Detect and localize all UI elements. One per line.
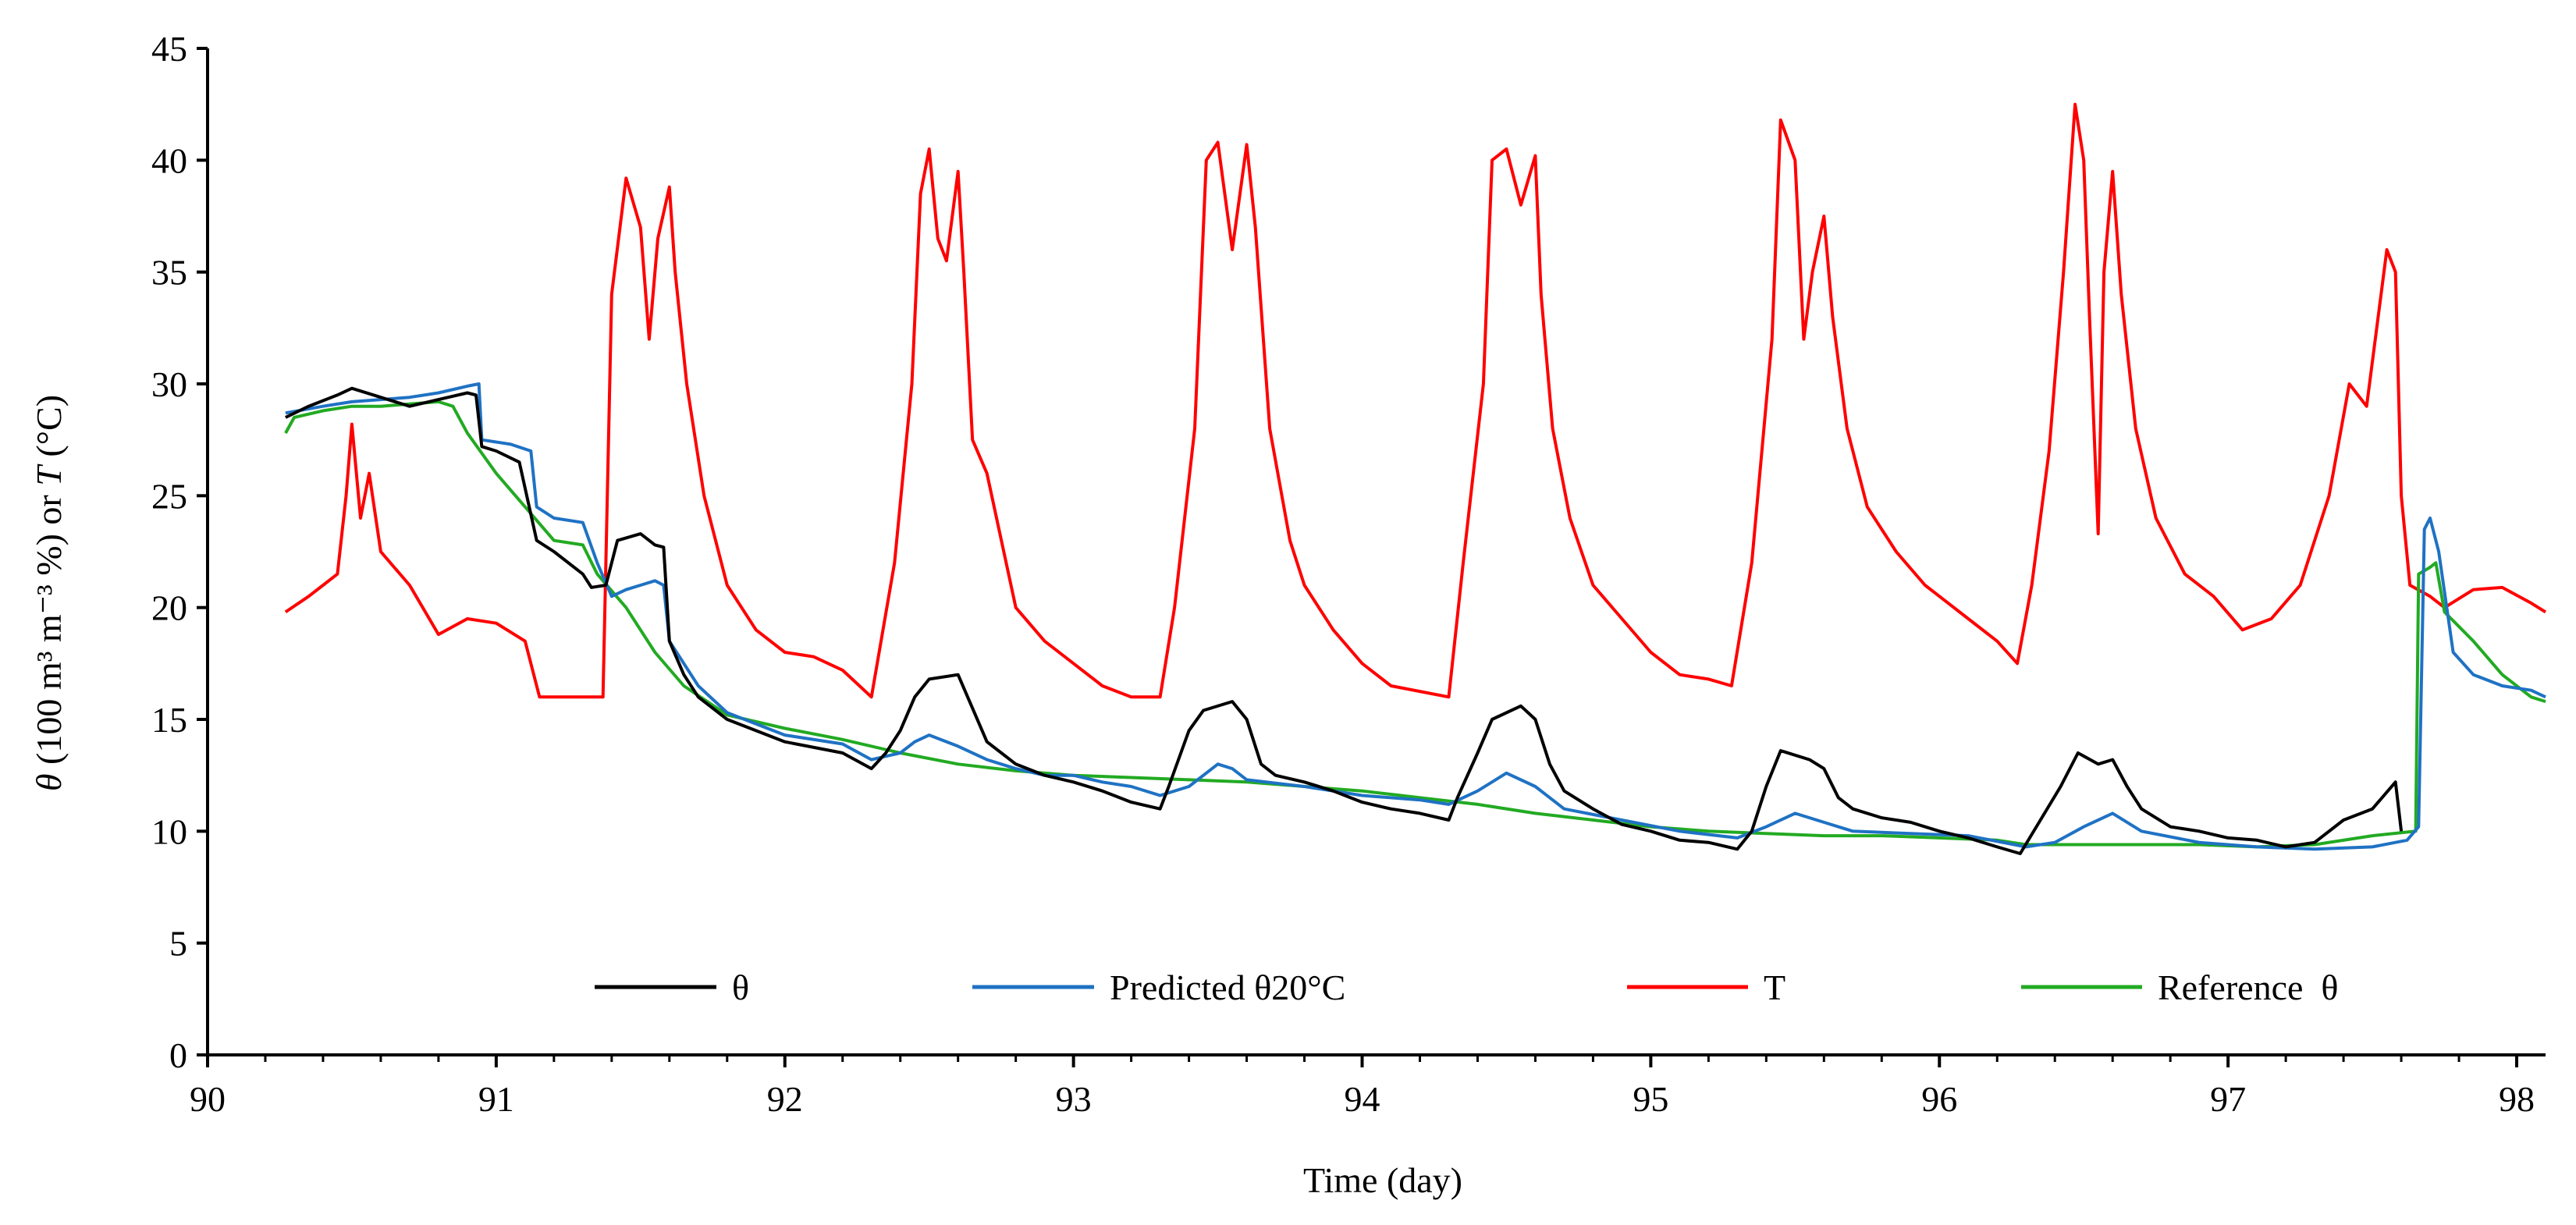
y-tick-label-25: 25	[151, 476, 187, 516]
y-axis-title-T: T	[29, 463, 69, 486]
y-tick-label-5: 5	[169, 924, 187, 964]
y-tick-label-20: 20	[151, 588, 187, 628]
y-tick-label-10: 10	[151, 811, 187, 851]
y-tick-label-35: 35	[151, 253, 187, 293]
x-tick-label-91: 91	[478, 1079, 514, 1119]
x-tick-label-98: 98	[2499, 1079, 2535, 1119]
series-line-T	[284, 102, 2547, 699]
y-tick-label-0: 0	[169, 1035, 187, 1075]
series-line-predicted-theta20c	[285, 382, 2546, 851]
legend-item-T: T	[1627, 968, 1785, 1007]
legend-label-reference: Reference θ	[2158, 968, 2338, 1007]
y-tick-label-45: 45	[151, 29, 187, 69]
y-axis-title-T-units: (°C)	[29, 395, 69, 466]
legend-item-reference: Reference θ	[2021, 968, 2338, 1007]
x-tick-label-96: 96	[1921, 1079, 1957, 1119]
y-axis-title: θ (100 m³ m⁻³ %) or T (°C)	[29, 395, 69, 791]
series-line-reference-theta	[284, 399, 2546, 849]
y-axis-title-units: (100 m³ m⁻³ %) or	[29, 486, 69, 774]
y-tick-label-40: 40	[151, 140, 187, 180]
axes-layer	[206, 48, 2546, 1056]
x-tick-label-97: 97	[2210, 1079, 2246, 1119]
x-tick-label-90: 90	[190, 1079, 226, 1119]
legend-label-predicted: Predicted θ20°C	[1110, 968, 1345, 1007]
ticks-layer: 90 91 92 93 94 95 96 97 98 0 5 10 15 20 25 30 35 40 45	[151, 29, 2535, 1119]
x-tick-label-92: 92	[767, 1079, 803, 1119]
legend-item-theta: θ	[595, 968, 749, 1007]
y-tick-label-15: 15	[151, 700, 187, 740]
legend: θ Predicted θ20°C T Reference θ	[595, 968, 2338, 1007]
series-layer	[284, 102, 2547, 855]
y-tick-label-30: 30	[151, 364, 187, 404]
legend-label-theta: θ	[732, 968, 749, 1007]
x-tick-label-93: 93	[1056, 1079, 1092, 1119]
legend-item-predicted: Predicted θ20°C	[972, 968, 1345, 1007]
x-tick-label-95: 95	[1633, 1079, 1668, 1119]
x-tick-label-94: 94	[1345, 1079, 1380, 1119]
y-axis-title-theta: θ	[29, 773, 69, 791]
series-line-theta	[285, 386, 2404, 855]
x-axis-title: Time (day)	[1303, 1160, 1462, 1200]
legend-label-T: T	[1764, 968, 1785, 1007]
